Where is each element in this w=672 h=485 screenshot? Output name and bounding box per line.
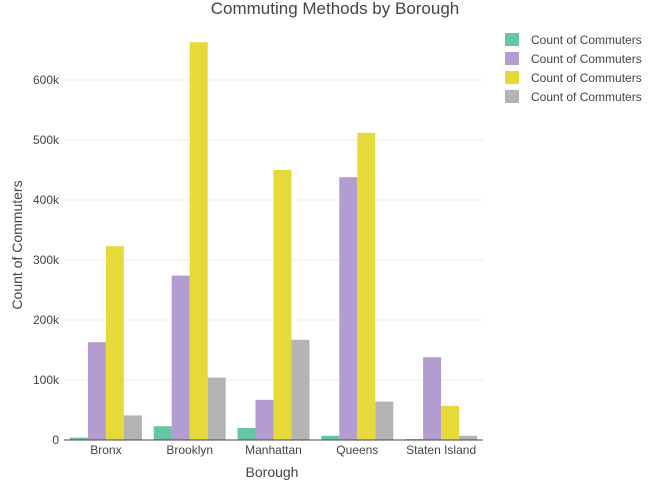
y-tick-label: 300k [33,253,60,267]
x-tick-label: Bronx [90,443,121,457]
legend-label: Count of Commuters [531,71,642,85]
x-tick-label: Queens [336,443,378,457]
legend-label: Count of Commuters [531,33,642,47]
bar [105,246,124,440]
y-tick-label: 400k [33,193,60,207]
legend-swatch [505,90,519,103]
y-tick-labels: 0 100k 200k 300k 400k 500k 600k [33,73,60,447]
bar-layer [69,42,478,441]
bar [255,399,274,440]
x-axis-title: Borough [246,464,299,480]
bar [375,401,394,440]
y-tick-label: 500k [33,133,60,147]
x-tick-label: Staten Island [406,443,476,457]
x-tick-labels: Bronx Brooklyn Manhattan Queens Staten Islan… [90,443,476,457]
bar [339,177,358,440]
x-tick-label: Manhattan [245,443,302,457]
y-tick-label: 0 [52,433,59,447]
bar [207,377,226,440]
bar [171,275,190,440]
legend-label: Count of Commuters [531,52,642,66]
bar [237,428,256,440]
x-tick-label: Brooklyn [166,443,213,457]
chart-title: Commuting Methods by Borough [211,0,460,18]
bar [189,42,208,440]
legend-swatch [505,33,519,46]
legend-label: Count of Commuters [531,90,642,104]
y-tick-label: 600k [33,73,60,87]
bar [357,132,376,441]
bar [153,426,172,440]
legend: Count of Commuters Count of Commuters Coun… [505,33,642,104]
bar [321,435,340,440]
bar [273,170,292,440]
bar [423,357,442,440]
y-tick-label: 100k [33,373,60,387]
bar [87,342,106,440]
bar [291,339,310,440]
bar [459,435,478,440]
y-tick-label: 200k [33,313,60,327]
y-axis-title: Count of Commuters [9,180,25,309]
legend-swatch [505,71,519,84]
bar [69,437,88,440]
bar [441,405,460,440]
bar [123,415,142,440]
legend-swatch [505,52,519,65]
